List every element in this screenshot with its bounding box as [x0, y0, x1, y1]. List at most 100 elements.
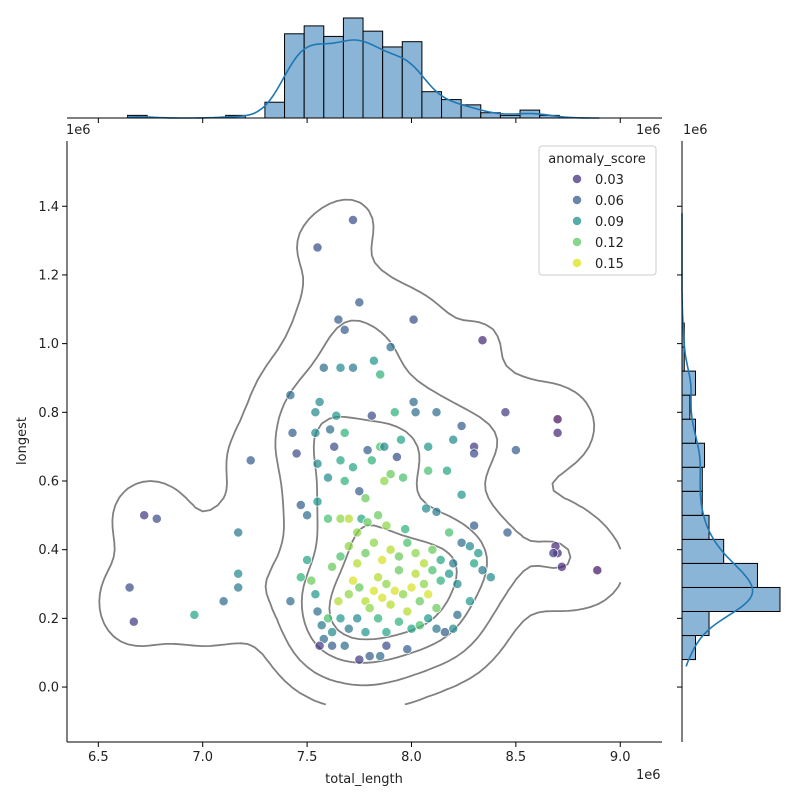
scatter-point — [354, 654, 365, 665]
scatter-point — [348, 575, 358, 586]
top-marginal-axis — [67, 17, 662, 123]
scatter-point — [385, 599, 396, 610]
scatter-point — [151, 513, 162, 524]
scatter-point — [379, 476, 390, 486]
scatter-point — [333, 314, 344, 325]
legend-label: 0.12 — [595, 236, 624, 251]
legend-label: 0.06 — [595, 194, 624, 209]
scatter-point — [477, 335, 488, 346]
scatter-point — [233, 582, 244, 593]
scatter-point — [364, 651, 375, 662]
scatter-point — [354, 486, 365, 497]
scatter-point — [339, 640, 350, 651]
scatter-point — [302, 510, 313, 521]
scatter-point — [502, 527, 513, 538]
scatter-point — [379, 441, 390, 452]
scatter-point — [500, 407, 511, 418]
scatter-point — [408, 314, 419, 325]
scatter-point — [295, 500, 306, 510]
scatter-point — [444, 568, 455, 579]
scatter-point — [423, 613, 434, 624]
scatter-point — [377, 555, 388, 565]
x-tick-label: 9.0 — [610, 750, 631, 765]
right-histogram-bar — [681, 610, 710, 637]
scatter-point — [348, 462, 358, 473]
scatter-point — [333, 596, 344, 607]
right-histogram-bar — [681, 394, 691, 420]
legend-label: 0.09 — [595, 215, 624, 230]
legend-label: 0.03 — [595, 173, 624, 188]
scatter-point — [469, 558, 480, 569]
scatter-point — [427, 544, 438, 555]
top-marginal-histogram — [127, 17, 560, 119]
top-marginal-ticks — [97, 118, 621, 123]
legend-title: anomaly_score — [548, 152, 646, 167]
scatter-point — [348, 362, 358, 373]
scatter-point — [439, 627, 450, 638]
scatter-point — [323, 472, 333, 483]
main-plot-area: 6.5 7.0 7.5 8.0 8.5 9.0 0.0 0.2 0.4 0.6 0.8 1.0 1.2… — [38, 141, 662, 765]
scatter-point — [391, 452, 402, 462]
scatter-point — [427, 565, 438, 576]
y-axis-label: longest — [15, 417, 30, 465]
scatter-point — [398, 472, 409, 483]
scatter-point — [352, 527, 363, 538]
scatter-point — [314, 640, 325, 651]
scatter-point — [464, 596, 475, 607]
scatter-point — [343, 589, 354, 600]
scatter-point — [389, 585, 400, 596]
scatter-point — [485, 572, 496, 583]
scatter-point — [354, 582, 365, 593]
scatter-point — [335, 455, 346, 466]
scatter-point — [310, 427, 321, 438]
legend-box — [538, 145, 657, 276]
scatter-point — [393, 616, 404, 627]
scatter-point — [408, 397, 419, 407]
scatter-point — [335, 513, 346, 524]
scatter-point — [381, 640, 392, 651]
scatter-point — [368, 355, 379, 366]
scatter-point — [444, 527, 455, 538]
scatter-point — [373, 613, 384, 624]
scatter-point — [323, 513, 333, 524]
y-tick-label: 0.8 — [38, 406, 59, 421]
scatter-point — [423, 465, 434, 476]
scatter-point — [360, 627, 371, 638]
scatter-point — [128, 616, 139, 627]
right-histogram-bar — [681, 635, 697, 661]
top-marginal-offset-label: 1e6 — [66, 123, 91, 138]
legend-marker — [572, 237, 582, 247]
y-tick-label: 0.4 — [38, 543, 59, 558]
y-tick-label: 0.6 — [38, 474, 59, 489]
scatter-point — [423, 589, 434, 600]
scatter-point — [312, 496, 323, 507]
scatter-point — [339, 427, 350, 438]
scatter-point — [400, 524, 411, 535]
scatter-point — [393, 565, 404, 576]
scatter-point — [331, 410, 342, 421]
right-histogram-bar — [681, 538, 725, 564]
top-histogram-bar — [264, 101, 286, 119]
scatter-point — [366, 410, 377, 421]
scatter-point — [452, 609, 463, 620]
scatter-point — [352, 613, 363, 624]
scatter-point — [442, 465, 452, 476]
right-marginal-offset-label: 1e6 — [683, 123, 708, 138]
legend: anomaly_score 0.03 0.06 0.09 0.12 0.15 — [538, 145, 657, 276]
scatter-point — [592, 565, 603, 576]
right-histogram-bar — [681, 466, 703, 492]
scatter-point — [323, 613, 333, 624]
scatter-point — [327, 627, 338, 638]
scatter-point — [389, 407, 400, 418]
scatter-point — [375, 651, 386, 662]
scatter-point — [548, 548, 559, 559]
scatter-point — [556, 561, 567, 572]
scatter-point — [312, 606, 323, 617]
y-tick-label: 0.2 — [38, 612, 59, 627]
legend-marker — [572, 174, 582, 184]
scatter-point — [456, 421, 467, 431]
scatter-point — [385, 342, 396, 353]
scatter-point — [316, 620, 327, 631]
scatter-point — [360, 493, 371, 504]
